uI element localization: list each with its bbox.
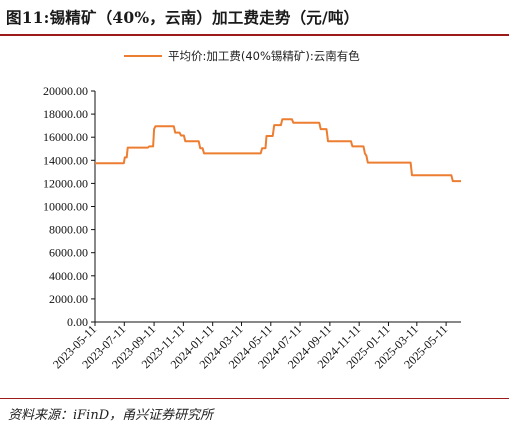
y-axis-ticks: 0.00 2000.00 4000.00 6000.00 8000.00 10000.00… [43, 84, 95, 329]
y-tick-label: 6000.00 [49, 246, 88, 260]
series-layer [95, 118, 461, 183]
y-tick-label: 4000.00 [49, 269, 88, 283]
x-axis-ticks: 2023-05-112023-07-112023-09-112023-11-11… [50, 322, 450, 371]
y-tick-label: 2000.00 [49, 292, 88, 306]
figure-title: 图11:锡精矿（40%，云南）加工费走势（元/吨） [6, 8, 360, 27]
y-tick-label: 0.00 [67, 315, 88, 329]
legend-label: 平均价:加工费(40%锡精矿):云南有色 [168, 49, 360, 63]
y-tick-label: 8000.00 [49, 223, 88, 237]
y-tick-label: 16000.00 [43, 130, 88, 144]
y-tick-label: 10000.00 [43, 200, 88, 214]
y-tick-label: 14000.00 [43, 153, 88, 167]
source-note: 资料来源：iFinD，甬兴证券研究所 [8, 408, 214, 423]
line-chart: 0.00 2000.00 4000.00 6000.00 8000.00 10000.00… [43, 84, 461, 371]
y-tick-label: 20000.00 [43, 84, 88, 98]
chart-legend: 平均价:加工费(40%锡精矿):云南有色 [124, 48, 360, 64]
y-tick-label: 12000.00 [43, 176, 88, 190]
title-divider [0, 34, 509, 36]
legend-swatch [124, 55, 162, 57]
source-divider [0, 398, 509, 399]
y-tick-label: 18000.00 [43, 107, 88, 121]
series-line [95, 118, 461, 183]
